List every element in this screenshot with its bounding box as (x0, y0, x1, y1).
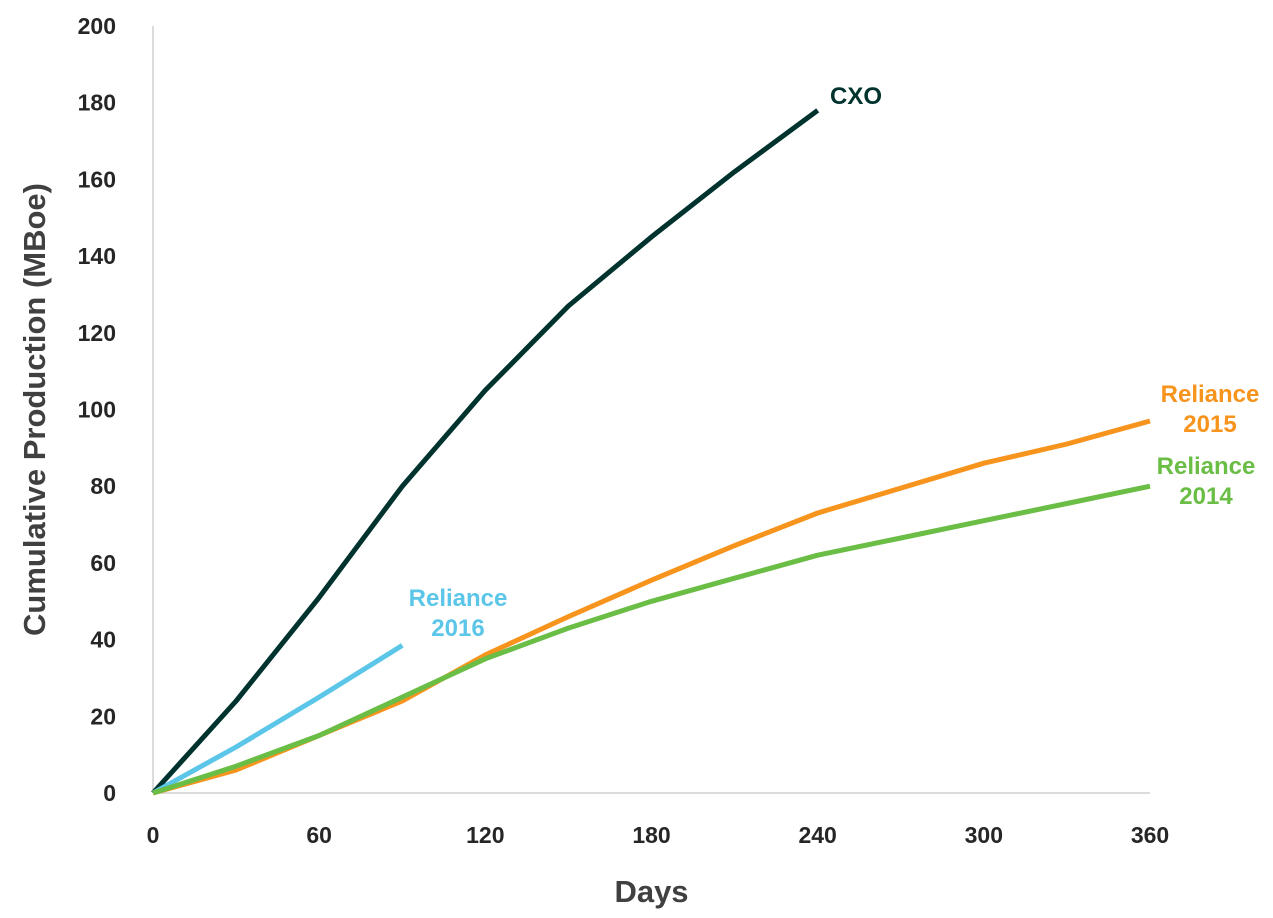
x-tick-label: 360 (1131, 822, 1169, 848)
y-tick-label: 120 (78, 320, 116, 346)
series-label: Reliance (1161, 381, 1260, 408)
series-line-reliance-2016 (151, 643, 404, 796)
y-tick-label: 80 (90, 473, 116, 499)
series-labels: CXO Reliance 2016 Reliance 2015 Reliance 2014 (409, 83, 1260, 642)
x-tick-label: 0 (147, 822, 160, 848)
series-line-reliance-2015 (152, 418, 1151, 796)
y-tick-label: 200 (78, 13, 116, 39)
y-tick-label: 180 (78, 90, 116, 116)
y-tick-label: 0 (103, 780, 116, 806)
x-tick-label: 240 (798, 822, 836, 848)
y-tick-label: 160 (78, 166, 116, 192)
x-axis-title: Days (614, 874, 688, 909)
y-tick-label: 140 (78, 243, 116, 269)
series-line-cxo (151, 108, 820, 795)
series-label: 2016 (431, 615, 484, 642)
y-tick-label: 100 (78, 397, 116, 423)
y-tick-label: 40 (90, 627, 116, 653)
x-tick-label: 120 (466, 822, 504, 848)
series-label: 2014 (1179, 483, 1233, 510)
series-label: Reliance (409, 585, 508, 612)
series-label: Reliance (1157, 453, 1256, 480)
x-tick-label: 60 (306, 822, 332, 848)
y-tick-label: 20 (90, 703, 116, 729)
x-tick-label: 300 (965, 822, 1003, 848)
series-label: CXO (830, 83, 882, 110)
x-tick-label: 180 (632, 822, 670, 848)
series-line-reliance-2014 (152, 483, 1151, 796)
y-axis-title: Cumulative Production (MBoe) (17, 183, 52, 636)
axes: 0 20 40 60 80 100 120 140 160 180 200 0 60 120 180 240 3… (78, 13, 1170, 848)
series-label: 2015 (1183, 411, 1236, 438)
series-lines (151, 108, 1151, 796)
y-tick-label: 60 (90, 550, 116, 576)
